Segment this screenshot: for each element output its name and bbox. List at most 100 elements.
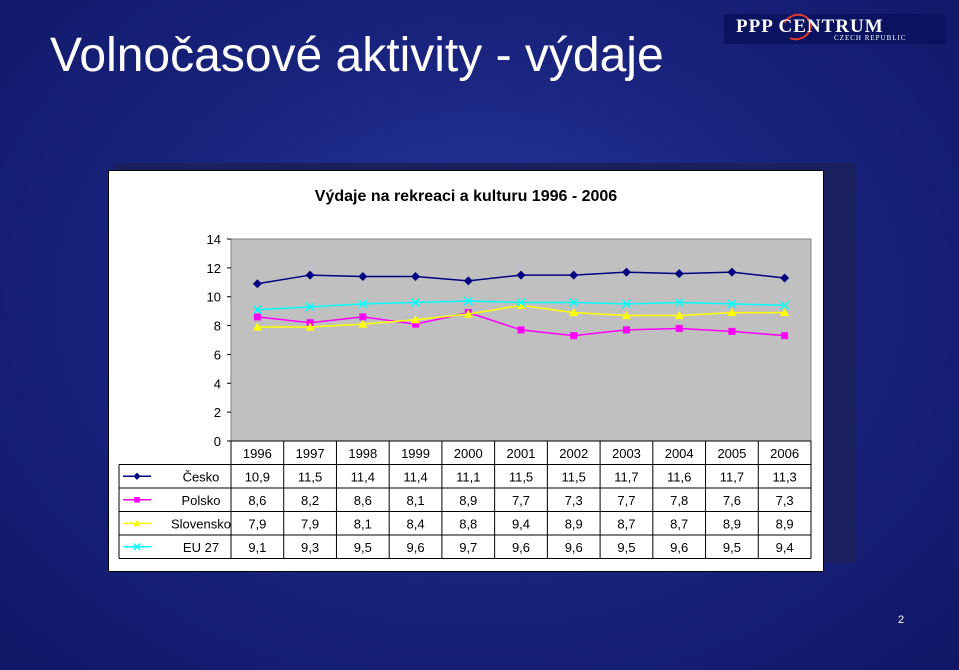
series-point (305, 322, 315, 331)
data-value-label: 7,7 (512, 493, 530, 508)
plot-area (230, 238, 812, 442)
logo-main-text: PPP CENTRUM (736, 16, 884, 37)
slide-title: Volnočasové aktivity - výdaje (50, 29, 664, 82)
data-value-label: 11,6 (667, 470, 691, 485)
series-point (570, 332, 578, 340)
series-point (621, 267, 631, 277)
data-value-label: 9,6 (512, 540, 530, 555)
data-value-label: 9,7 (459, 540, 477, 555)
data-value-label: 11,4 (351, 470, 375, 485)
series-point (780, 273, 790, 283)
data-value-label: 9,5 (723, 540, 741, 555)
series-point (569, 270, 579, 280)
data-value-label: 9,6 (670, 540, 688, 555)
series-point (358, 272, 368, 282)
series-point (463, 276, 473, 286)
x-tick-label: 1998 (348, 446, 377, 461)
logo-sub-text: CZECH REPUBLIC (834, 34, 907, 42)
x-tick-label: 2005 (717, 446, 746, 461)
data-value-label: 7,3 (776, 493, 794, 508)
series-point (463, 309, 473, 318)
series-point (411, 297, 421, 308)
series-point (674, 269, 684, 279)
data-value-label: 8,1 (354, 517, 372, 532)
data-value-label: 8,2 (301, 493, 319, 508)
series-point (134, 496, 140, 503)
x-tick-label: 2001 (507, 446, 536, 461)
data-value-label: 7,9 (248, 517, 266, 532)
series-point (727, 299, 737, 309)
series-point (621, 310, 631, 320)
series-point (133, 472, 141, 480)
data-value-label: 8,7 (670, 517, 688, 532)
x-tick-label: 1996 (243, 446, 272, 461)
data-value-label: 7,7 (617, 493, 635, 508)
series-point (305, 302, 315, 312)
data-value-label: 7,8 (670, 493, 688, 508)
series-point (516, 300, 526, 309)
series-point (622, 326, 630, 334)
series-point (133, 519, 141, 527)
data-value-label: 11,3 (772, 470, 796, 485)
x-tick-label: 2002 (559, 446, 588, 461)
data-value-label: 8,9 (723, 517, 741, 532)
series-point (780, 308, 790, 317)
data-value-label: 9,6 (407, 540, 425, 555)
series-point (517, 326, 525, 334)
x-tick-label: 2003 (612, 446, 641, 461)
series-point (252, 322, 262, 331)
x-tick-label: 2000 (454, 446, 483, 461)
series-point (358, 299, 368, 309)
y-tick-label: 12 (207, 261, 221, 276)
series-point (463, 296, 473, 306)
series-point (252, 305, 262, 315)
y-tick-label: 2 (214, 405, 221, 420)
series-point (727, 267, 737, 277)
data-value-label: 8,9 (459, 493, 477, 508)
y-tick-label: 6 (214, 347, 221, 362)
chart-title: Výdaje na rekreaci a kulturu 1996 - 2006 (315, 188, 618, 205)
series-point (674, 310, 684, 320)
series-point (358, 319, 368, 328)
chart-frame: Výdaje na rekreaci a kulturu 1996 - 2006… (108, 170, 824, 572)
data-value-label: 7,3 (565, 493, 583, 508)
data-value-label: 9,6 (565, 540, 583, 555)
series-point (675, 324, 683, 332)
page-number: 2 (898, 614, 905, 626)
series-point (305, 270, 315, 280)
series-point (411, 315, 421, 324)
data-value-label: 9,1 (248, 540, 266, 555)
data-value-label: 9,4 (776, 540, 794, 555)
data-value-label: 11,7 (614, 470, 638, 485)
y-tick-label: 4 (214, 376, 221, 391)
data-value-label: 11,7 (720, 470, 744, 485)
series-point (674, 297, 684, 308)
series-point (569, 308, 579, 317)
ppp-centrum-logo: PPP CENTRUM CZECH REPUBLIC (724, 9, 946, 45)
series-name-label: EU 27 (183, 540, 219, 555)
series-point (780, 300, 790, 310)
data-value-label: 11,5 (509, 470, 533, 485)
x-tick-label: 1999 (401, 446, 430, 461)
data-value-label: 9,5 (617, 540, 635, 555)
data-value-label: 8,4 (407, 517, 425, 532)
series-point (727, 308, 737, 317)
data-value-label: 8,9 (565, 517, 583, 532)
series-point (516, 297, 526, 308)
data-value-label: 11,5 (562, 470, 586, 485)
data-value-label: 8,6 (248, 493, 266, 508)
series-point (253, 313, 261, 321)
y-tick-label: 8 (214, 319, 221, 334)
data-value-label: 7,9 (301, 517, 319, 532)
series-point (133, 543, 141, 551)
series-point (728, 327, 736, 335)
x-tick-label: 2004 (665, 446, 694, 461)
series-point (359, 313, 367, 321)
series-point (569, 297, 579, 308)
series-point (621, 299, 631, 309)
series-point (412, 320, 420, 328)
series-point (781, 332, 789, 340)
series-point (252, 279, 262, 289)
data-value-label: 7,6 (723, 493, 741, 508)
series-name-label: Polsko (181, 493, 220, 508)
